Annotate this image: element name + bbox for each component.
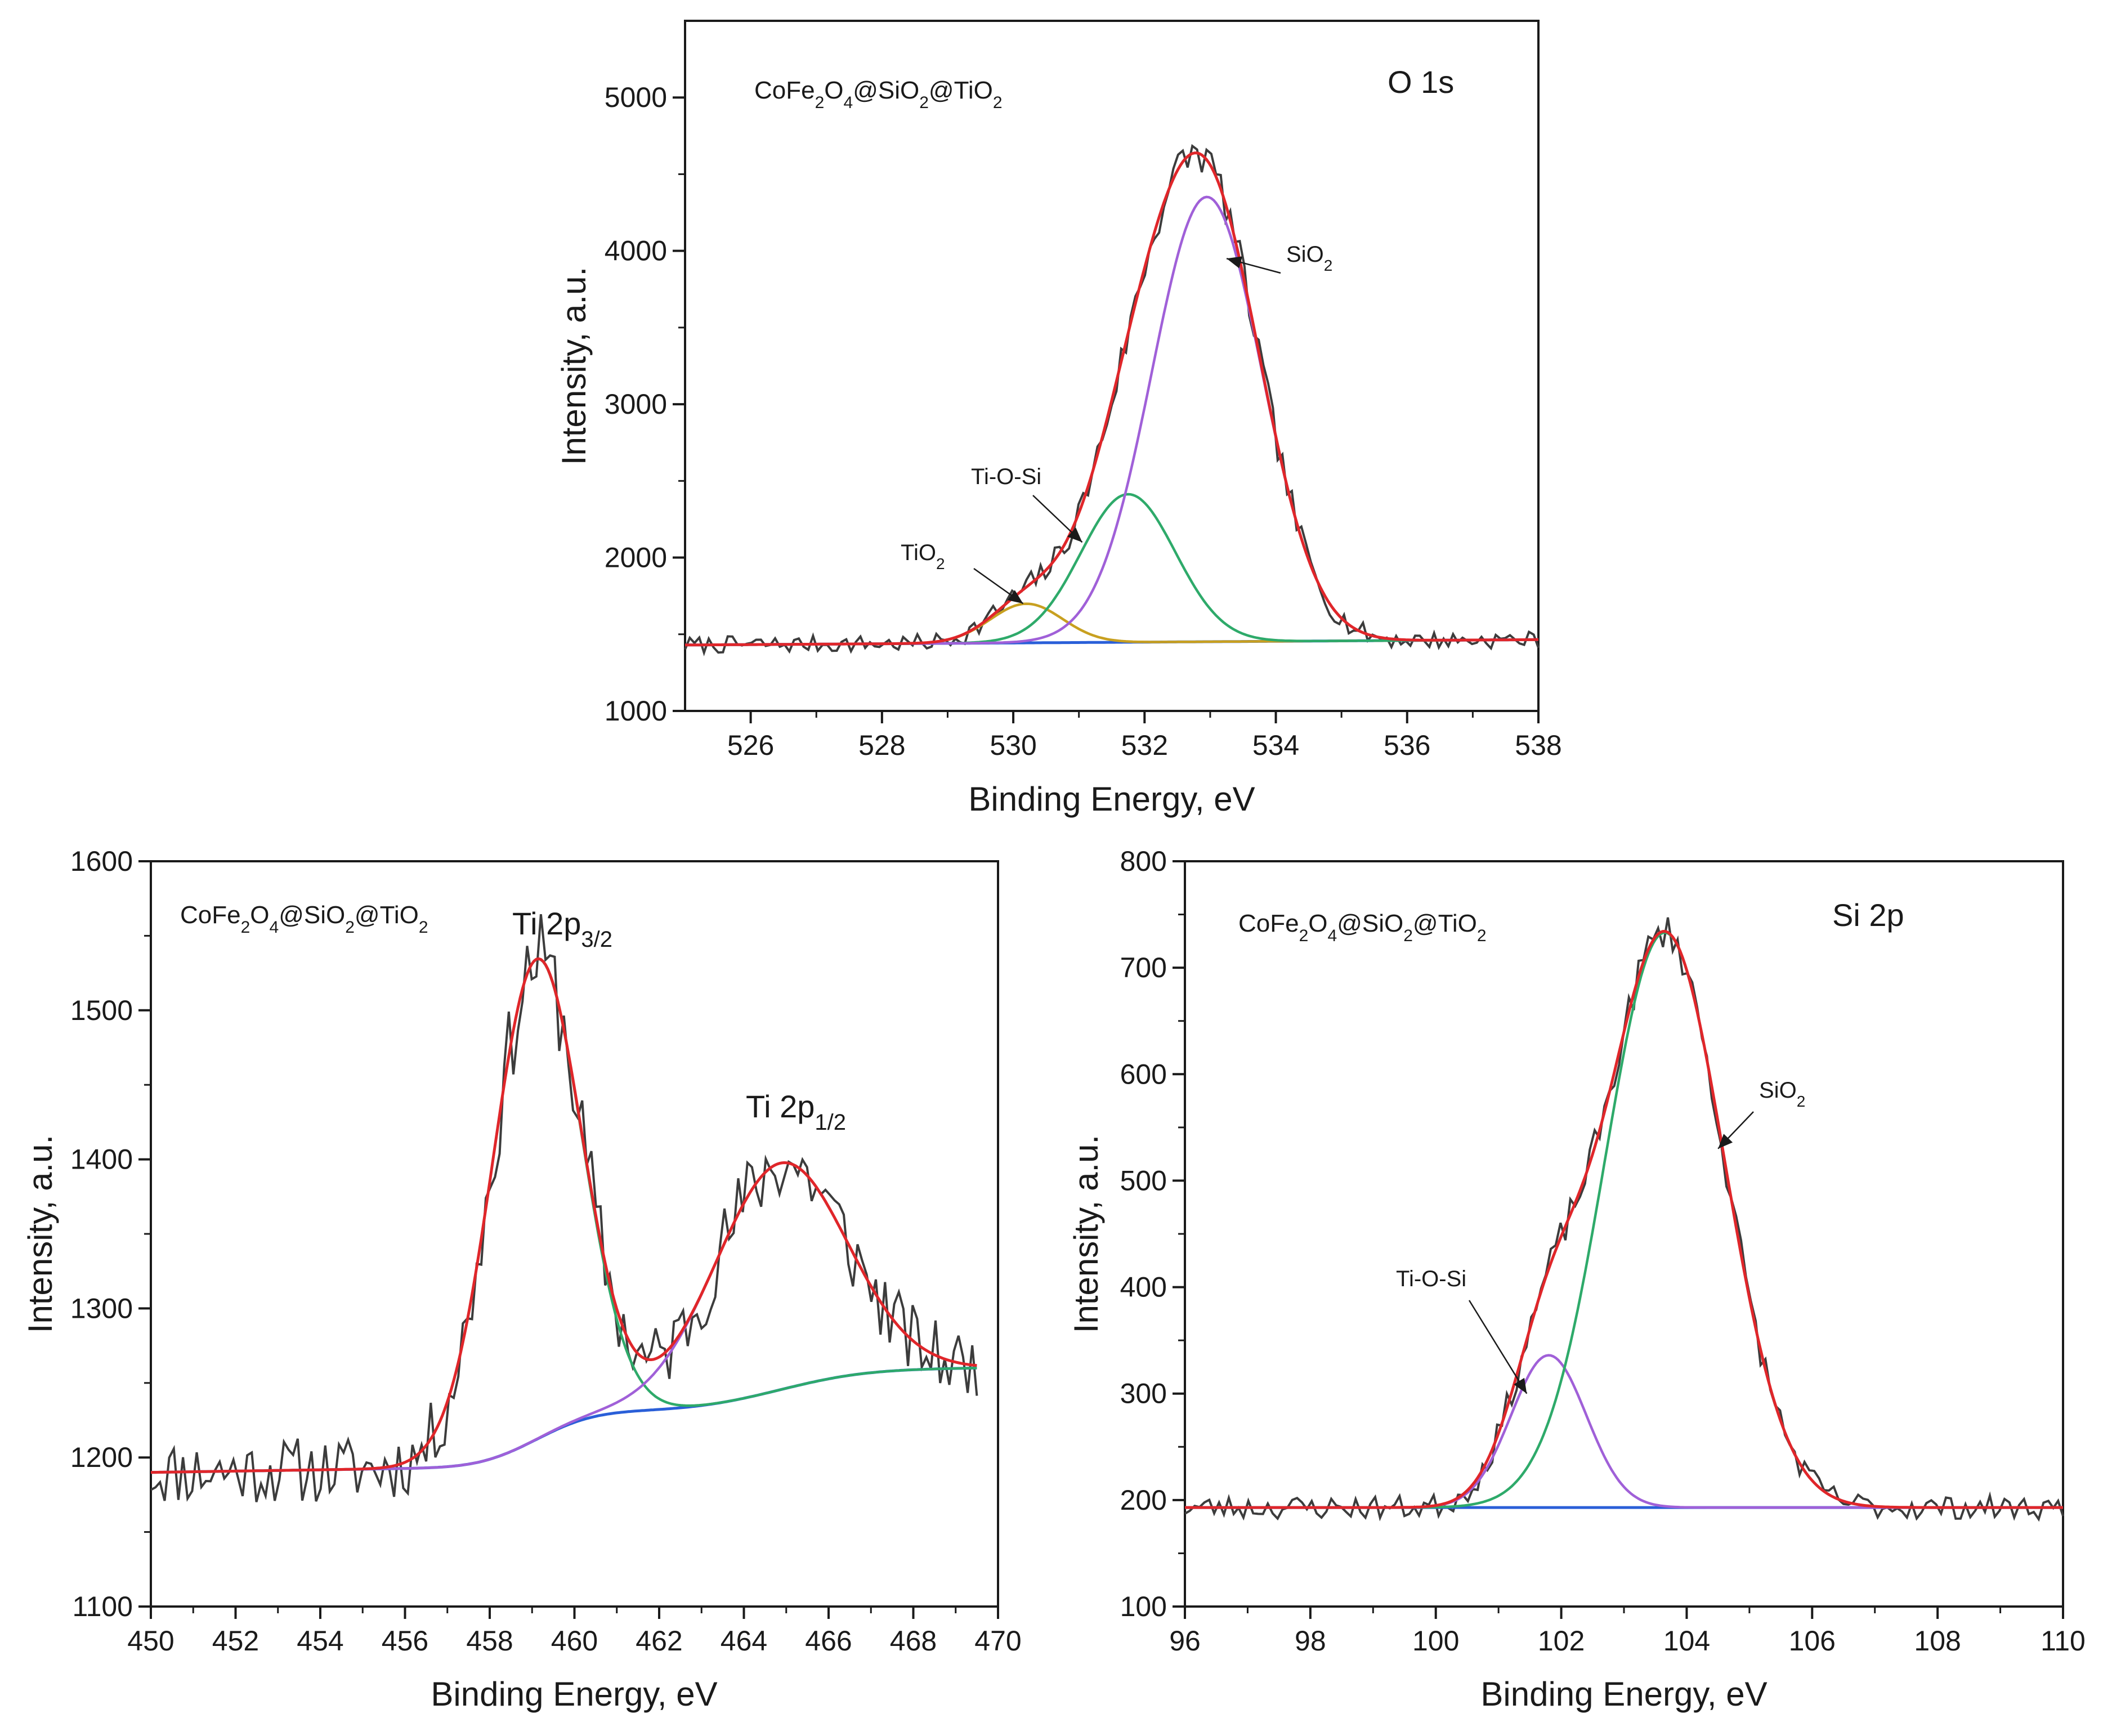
o1s-x-axis-title: Binding Energy, eV [968,780,1255,818]
si2p-y-tick-label: 500 [1120,1165,1167,1196]
si2p-peak-ti-o-si [1185,1354,2063,1509]
ti2p-panel: 450 452 454 456 458 460 462 464 466 468 470 1100 12… [21,845,1022,1713]
o1s-peak-annotation-label: TiO2 [901,540,945,572]
ti2p-x-tick-label: 470 [974,1625,1021,1657]
si2p-y-tick-label: 800 [1120,845,1167,877]
ti2p-x-tick-label: 466 [805,1625,852,1657]
ti2p-3-2-label: Ti 2p3/2 [512,906,612,952]
si2p-annotation-arrowhead [1514,1377,1527,1394]
o1s-y-ticks: 1000 2000 3000 4000 5000 [605,82,685,727]
si2p-plot-frame [1184,860,2064,1608]
o1s-x-ticks: 526 528 530 532 534 536 538 [727,711,1562,761]
ti2p-raw-data-line [150,914,978,1502]
ti2p-x-tick-label: 450 [127,1625,174,1657]
ti2p-y-tick-label: 1300 [70,1292,133,1324]
ti2p-curves [150,914,978,1502]
ti2p-x-tick-label: 454 [297,1625,343,1657]
si2p-x-tick-label: 98 [1295,1625,1326,1657]
si2p-y-tick-label: 300 [1120,1378,1167,1410]
ti2p-y-tick-label: 1100 [72,1591,133,1622]
ti2p-peak-ti-2p1-2 [150,1161,977,1474]
ti2p-y-ticks: 1100 1200 1300 1400 1500 1600 [70,845,151,1622]
ti2p-y-tick-label: 1500 [70,995,133,1026]
o1s-annotation-arrowhead [1067,527,1082,543]
ti2p-1-2-label: Ti 2p1/2 [746,1089,846,1135]
o1s-y-tick-label: 4000 [605,235,667,267]
si2p-y-tick-label: 200 [1120,1484,1167,1516]
si2p-x-ticks: 96 98 100 102 104 106 108 110 [1169,1607,2086,1657]
si2p-x-tick-label: 104 [1663,1625,1710,1657]
o1s-annotations: TiO2 Ti-O-Si SiO2 [901,242,1332,605]
si2p-annotation-leader [1468,1300,1528,1394]
ti2p-x-tick-label: 464 [721,1625,767,1657]
si2p-x-tick-label: 106 [1789,1625,1836,1657]
o1s-x-tick-label: 536 [1384,730,1430,761]
ti2p-y-tick-label: 1200 [70,1442,133,1473]
si2p-y-tick-label: 400 [1120,1272,1167,1303]
o1s-x-tick-label: 526 [727,730,774,761]
si2p-annotations: Ti-O-Si SiO2 [1396,1078,1805,1394]
si2p-x-tick-label: 102 [1538,1625,1585,1657]
ti2p-background-line [150,1366,977,1474]
si2p-peak-annotation-label: SiO2 [1759,1078,1805,1110]
si2p-raw-data-line [1184,917,2064,1522]
o1s-peak-ti-o-si [685,493,1538,647]
ti2p-sample-label: CoFe2O4@SiO2@TiO2 [180,901,428,937]
o1s-envelope-fit-line [685,151,1538,647]
si2p-panel: 96 98 100 102 104 106 108 110 100 200 300 400 500 60… [1067,845,2086,1713]
ti2p-y-tick-label: 1600 [70,845,133,877]
o1s-annotation-arrowhead [1008,590,1023,604]
o1s-y-tick-label: 5000 [605,82,667,113]
ti2p-x-axis-title: Binding Energy, eV [431,1675,717,1713]
si2p-region-label: Si 2p [1832,897,1904,933]
ti2p-y-tick-label: 1400 [70,1144,133,1175]
si2p-x-tick-label: 110 [2041,1625,2086,1657]
ti2p-x-tick-label: 460 [551,1625,598,1657]
si2p-curves [1184,917,2064,1522]
ti2p-x-ticks: 450 452 454 456 458 460 462 464 466 468 470 [127,1607,1022,1657]
si2p-annotation-arrowhead [1718,1134,1733,1149]
si2p-x-axis-title: Binding Energy, eV [1480,1675,1767,1713]
ti2p-x-tick-label: 458 [466,1625,513,1657]
si2p-x-tick-label: 100 [1412,1625,1459,1657]
o1s-x-tick-label: 530 [990,730,1036,761]
si2p-y-tick-label: 700 [1120,952,1167,983]
ti2p-x-tick-label: 456 [382,1625,428,1657]
o1s-curves [684,144,1540,656]
o1s-y-tick-label: 1000 [605,695,667,727]
si2p-peak-annotation-label: Ti-O-Si [1396,1267,1466,1291]
ti2p-y-axis-title: Intensity, a.u. [21,1135,59,1333]
ti2p-envelope-fit-line [150,957,977,1474]
ti2p-x-tick-label: 468 [890,1625,937,1657]
o1s-peak-annotation-label: Ti-O-Si [971,464,1041,489]
si2p-peak-sio2 [1185,931,2063,1509]
o1s-x-tick-label: 528 [858,730,905,761]
o1s-y-tick-label: 2000 [605,542,667,574]
si2p-y-tick-label: 600 [1120,1058,1167,1090]
o1s-y-axis-title: Intensity, a.u. [555,267,593,465]
o1s-plot-frame [684,20,1540,712]
si2p-envelope-fit-line [1185,929,2063,1509]
o1s-x-tick-label: 532 [1121,730,1168,761]
o1s-region-label: O 1s [1388,64,1454,100]
si2p-x-tick-label: 108 [1914,1625,1961,1657]
o1s-y-tick-label: 3000 [605,388,667,420]
o1s-peak-annotation-label: SiO2 [1286,242,1332,274]
o1s-annotation-arrowhead [1227,256,1243,269]
ti2p-x-tick-label: 452 [212,1625,259,1657]
si2p-sample-label: CoFe2O4@SiO2@TiO2 [1238,910,1487,945]
si2p-y-axis-title: Intensity, a.u. [1067,1135,1105,1333]
o1s-x-tick-label: 538 [1515,730,1561,761]
o1s-x-tick-label: 534 [1252,730,1299,761]
ti2p-plot-frame [150,860,999,1608]
ti2p-x-tick-label: 462 [636,1625,682,1657]
o1s-panel: 526 528 530 532 534 536 538 1000 2000 3000 4000 50… [555,20,1562,818]
o1s-peak-sio2 [685,195,1538,647]
si2p-y-ticks: 100 200 300 400 500 600 700 800 [1120,845,1185,1622]
si2p-x-tick-label: 96 [1169,1625,1201,1657]
si2p-y-tick-label: 100 [1120,1591,1167,1622]
o1s-sample-label: CoFe2O4@SiO2@TiO2 [754,77,1003,112]
